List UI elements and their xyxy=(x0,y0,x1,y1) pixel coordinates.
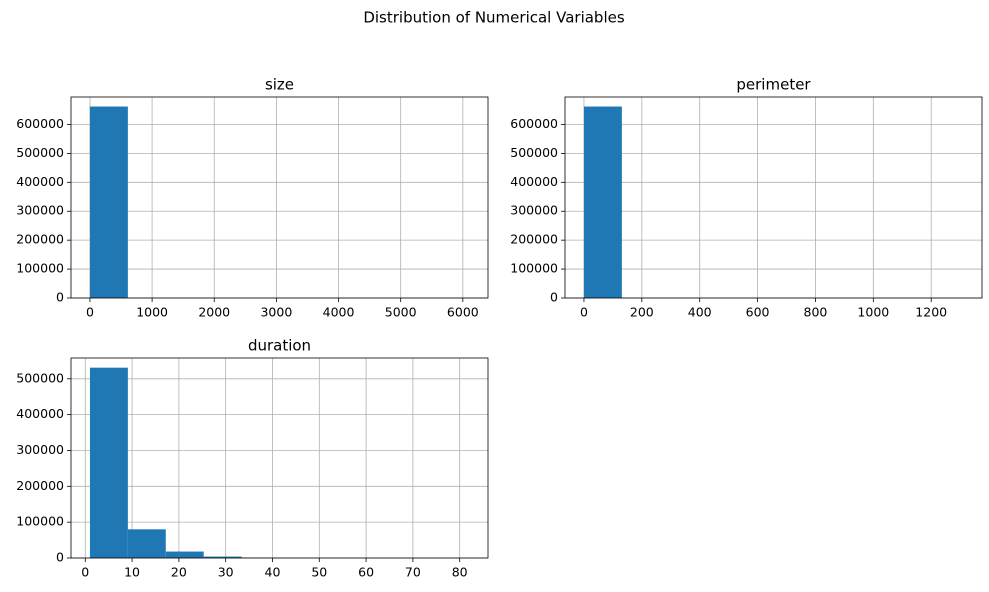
subplot-title: perimeter xyxy=(736,76,811,94)
bar xyxy=(203,556,242,558)
x-tick-label: 60 xyxy=(358,565,374,580)
y-tick-label: 200000 xyxy=(16,478,64,493)
bar xyxy=(165,551,204,558)
y-tick-label: 200000 xyxy=(16,232,64,247)
x-tick-label: 800 xyxy=(804,305,828,320)
x-tick-label: 0 xyxy=(580,305,588,320)
bar xyxy=(89,106,128,298)
x-tick-label: 70 xyxy=(405,565,421,580)
x-tick-label: 10 xyxy=(124,565,140,580)
figure-title: Distribution of Numerical Variables xyxy=(363,9,625,27)
x-tick-label: 1000 xyxy=(136,305,168,320)
x-tick-label: 80 xyxy=(452,565,468,580)
x-tick-label: 400 xyxy=(688,305,712,320)
y-tick-label: 400000 xyxy=(16,174,64,189)
y-tick-label: 500000 xyxy=(510,145,558,160)
x-tick-label: 0 xyxy=(86,305,94,320)
subplot-title: duration xyxy=(248,337,311,355)
axes-frame xyxy=(70,96,489,299)
x-tick-label: 1000 xyxy=(857,305,889,320)
y-tick-label: 500000 xyxy=(16,145,64,160)
axes-frame xyxy=(564,96,983,299)
y-tick-label: 300000 xyxy=(16,203,64,218)
x-tick-label: 4000 xyxy=(323,305,355,320)
x-tick-label: 1200 xyxy=(915,305,947,320)
bar xyxy=(127,529,166,558)
bar xyxy=(583,106,622,298)
y-tick-label: 100000 xyxy=(16,261,64,276)
y-tick-label: 500000 xyxy=(16,370,64,385)
bar xyxy=(89,367,128,558)
x-tick-label: 6000 xyxy=(447,305,479,320)
x-tick-label: 2000 xyxy=(198,305,230,320)
y-tick-label: 0 xyxy=(56,550,64,565)
x-tick-label: 20 xyxy=(171,565,187,580)
axes-frame xyxy=(70,357,489,559)
y-tick-label: 200000 xyxy=(510,232,558,247)
y-tick-label: 0 xyxy=(550,290,558,305)
y-tick-label: 100000 xyxy=(510,261,558,276)
subplot-title: size xyxy=(265,76,294,94)
y-tick-label: 100000 xyxy=(16,514,64,529)
x-tick-label: 5000 xyxy=(385,305,417,320)
x-tick-label: 600 xyxy=(746,305,770,320)
y-tick-label: 300000 xyxy=(510,203,558,218)
x-tick-label: 0 xyxy=(81,565,89,580)
y-tick-label: 0 xyxy=(56,290,64,305)
x-tick-label: 3000 xyxy=(260,305,292,320)
y-tick-label: 400000 xyxy=(510,174,558,189)
y-tick-label: 600000 xyxy=(16,116,64,131)
y-tick-label: 600000 xyxy=(510,116,558,131)
y-tick-label: 300000 xyxy=(16,442,64,457)
x-tick-label: 50 xyxy=(311,565,327,580)
y-tick-label: 400000 xyxy=(16,406,64,421)
x-tick-label: 200 xyxy=(630,305,654,320)
x-tick-label: 40 xyxy=(265,565,281,580)
x-tick-label: 30 xyxy=(218,565,234,580)
